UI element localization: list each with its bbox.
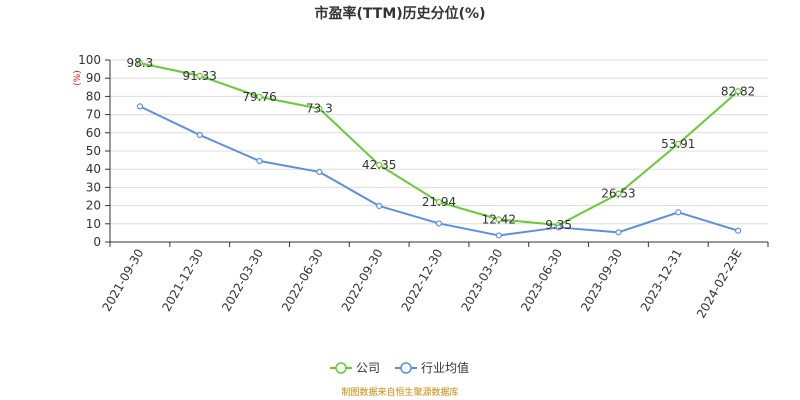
y-unit-label: (%) (73, 70, 83, 86)
series-point-0 (256, 93, 263, 100)
series-point-1 (495, 232, 502, 239)
series-point-0 (376, 161, 383, 169)
x-tick-label: 2023-09-30 (578, 247, 625, 314)
x-tick-label: 2023-03-30 (458, 247, 505, 314)
x-axis-ticks: 2021-09-30 2021-12-30 2022-03-30 2022-06-30… (100, 247, 745, 321)
data-label: 9.35 (545, 218, 572, 232)
y-tick-label: 80 (86, 89, 101, 103)
y-tick-label: 100 (78, 53, 101, 67)
series-point-1 (316, 168, 323, 176)
source-text: 制图数据来自恒生聚源数据库 (341, 386, 458, 398)
series-point-0 (675, 140, 682, 147)
data-label: 98.3 (127, 56, 154, 70)
y-tick-label: 30 (86, 180, 101, 194)
legend-swatch-marker (335, 362, 347, 374)
data-label: 73.3 (306, 102, 333, 116)
x-tick-label: 2023-06-30 (518, 247, 565, 314)
data-label: 82.82 (721, 84, 755, 98)
y-tick-label: 40 (86, 162, 101, 176)
x-tick-label: 2022-03-30 (219, 247, 266, 314)
series-point-1 (256, 157, 263, 165)
x-tick-label: 2022-12-30 (399, 247, 446, 314)
data-labels: 98.3 91.33 79.76 73.3 42.35 21.94 12.42 9.35 26.… (127, 56, 756, 232)
series-point-0 (495, 216, 502, 223)
series-point-1 (196, 131, 203, 139)
y-tick-label: 10 (86, 217, 101, 231)
series-point-1 (734, 227, 742, 234)
series-point-0 (316, 105, 323, 112)
series-point-1 (675, 209, 682, 216)
axes (105, 59, 769, 247)
series-point-0 (136, 59, 144, 67)
legend-swatch-marker (400, 362, 412, 374)
series-point-1 (615, 229, 622, 236)
x-tick-label: 2021-12-30 (159, 247, 206, 314)
series-layer (136, 59, 742, 239)
y-tick-label: 60 (86, 126, 101, 140)
grid-lines (110, 59, 768, 225)
legend: 公司 行业均值 (330, 360, 469, 375)
series-line-1 (139, 105, 739, 237)
series-point-0 (615, 190, 622, 197)
y-tick-label: 70 (86, 108, 101, 122)
chart-title: 市盈率(TTM)历史分位(%) (315, 5, 486, 22)
series-point-1 (435, 220, 443, 227)
y-axis-ticks: 0 10 20 30 40 50 60 70 80 90 100 (78, 53, 101, 249)
y-tick-label: 20 (86, 199, 101, 213)
series-point-1 (555, 224, 562, 231)
x-tick-label: 2023-12-31 (638, 247, 685, 314)
series-point-0 (734, 88, 742, 95)
y-tick-label: 90 (86, 71, 101, 85)
series-point-1 (376, 202, 383, 210)
x-tick-label: 2022-06-30 (279, 247, 326, 314)
data-label: 26.53 (601, 187, 635, 201)
series-point-0 (196, 72, 203, 79)
data-label: 12.42 (482, 212, 516, 226)
x-tick-label: 2021-09-30 (100, 247, 147, 314)
data-label: 91.33 (183, 69, 217, 83)
data-label: 42.35 (362, 158, 396, 172)
data-label: 79.76 (242, 90, 276, 104)
series-point-0 (435, 198, 443, 206)
y-tick-label: 50 (86, 144, 101, 158)
x-tick-label: 2024-02-23E (694, 247, 745, 321)
data-label: 21.94 (422, 195, 456, 209)
series-point-1 (136, 103, 144, 110)
legend-label: 行业均值 (421, 360, 469, 375)
x-tick-label: 2022-09-30 (339, 247, 386, 314)
y-tick-label: 0 (93, 235, 101, 249)
legend-label: 公司 (356, 361, 380, 375)
data-label: 53.91 (661, 137, 695, 151)
